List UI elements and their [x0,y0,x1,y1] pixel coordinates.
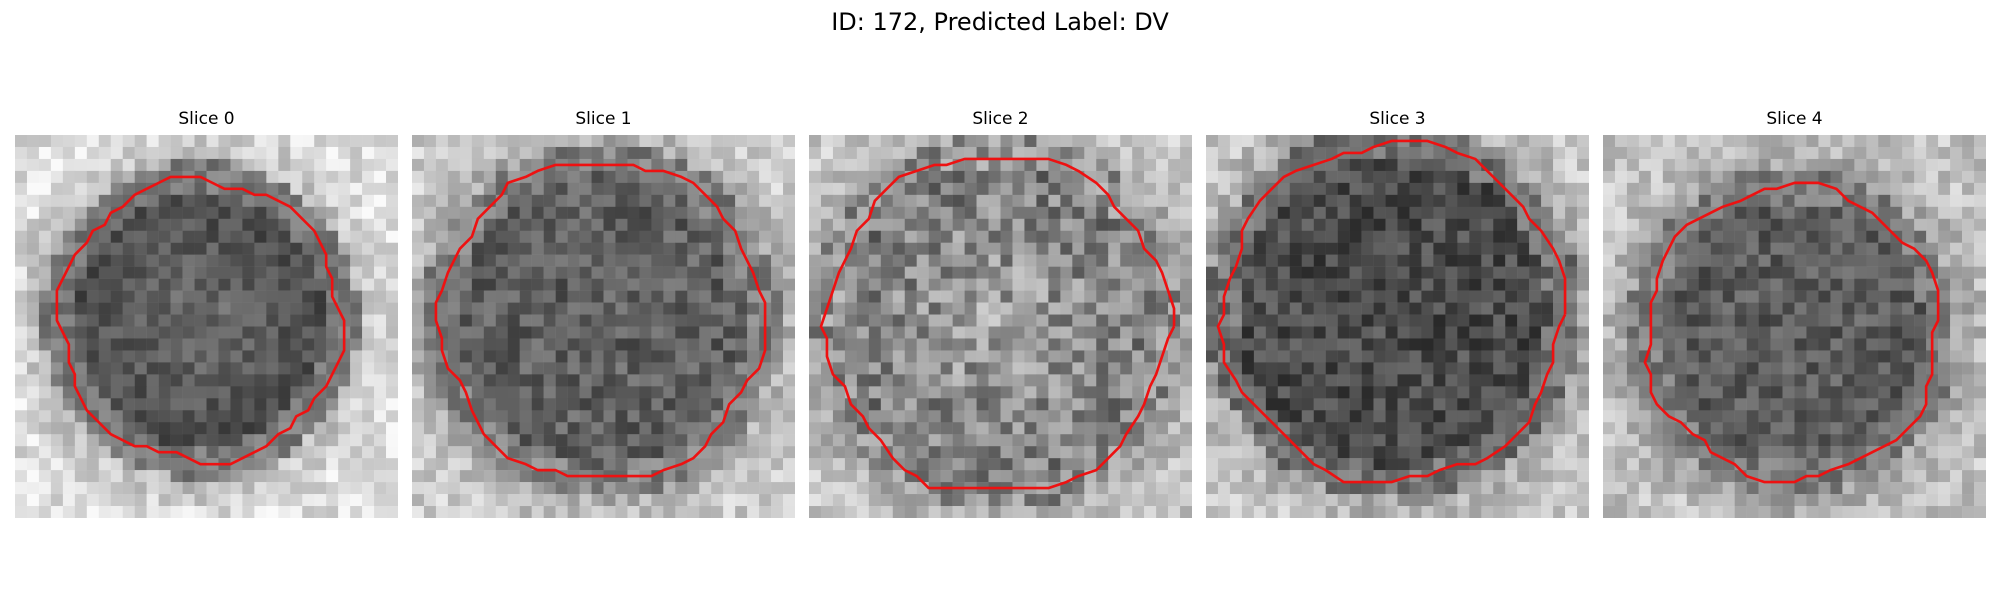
slice-3-image [1206,135,1589,518]
slice-1-contour-segment-0 [434,163,767,478]
slice-3-contour-segment-0 [1216,139,1567,484]
slice-1-image [412,135,795,518]
slice-4-contour [1643,181,1940,484]
slice-1-title: Slice 1 [575,109,632,129]
slice-2-title: Slice 2 [972,109,1029,129]
slice-0-contour [55,175,346,466]
figure-title: ID: 172, Predicted Label: DV [831,8,1169,36]
slice-0-image [15,135,398,518]
slice-2-image [809,135,1192,518]
slice-4-image [1603,135,1986,518]
slice-4-title: Slice 4 [1766,109,1823,129]
slice-3-title: Slice 3 [1369,109,1426,129]
slice-2-contour-segment-0 [819,157,1176,490]
slice-0-title: Slice 0 [178,109,235,129]
